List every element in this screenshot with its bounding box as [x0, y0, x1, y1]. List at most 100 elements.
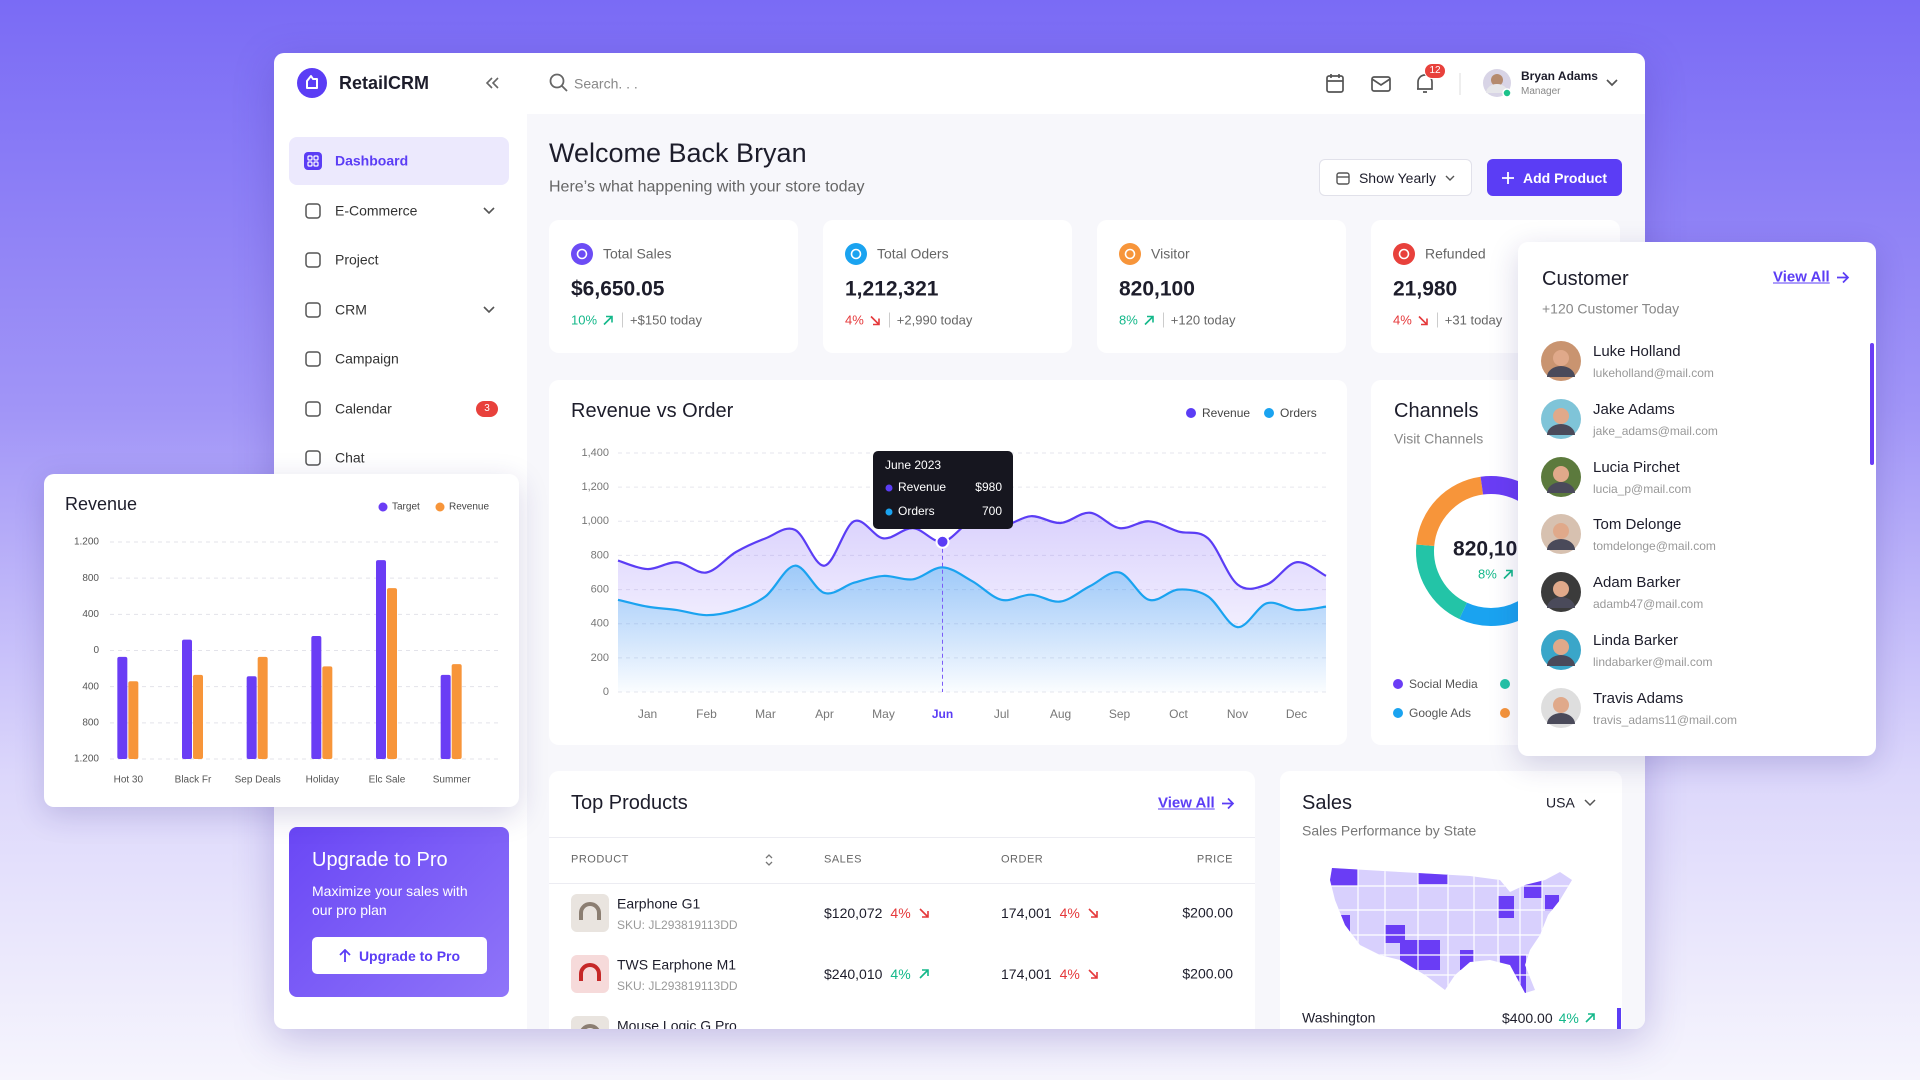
region-chevron[interactable] — [1584, 798, 1596, 808]
y-tick-label: 400 — [82, 681, 99, 692]
notification-badge: 12 — [1424, 63, 1446, 79]
products-view-all[interactable]: View All — [1158, 795, 1235, 812]
legend-dot — [435, 502, 445, 512]
arrow-right — [1221, 797, 1234, 809]
user-chevron[interactable] — [1605, 78, 1619, 88]
topbar-icons — [1326, 73, 1461, 95]
tooltip-value: $980 — [975, 480, 1002, 494]
avatar-body — [1547, 481, 1575, 493]
column-header: ORDER — [1001, 853, 1044, 866]
bar-chart: Revenue 1.200 800 400 0 400 800 1.200 Hot 30 Bla… — [65, 494, 498, 786]
customer-name[interactable]: Linda Barker — [1593, 632, 1679, 649]
nav-item[interactable]: Calendar — [335, 400, 392, 417]
stat-today: +2,990 today — [888, 312, 972, 328]
avatar-face — [1553, 639, 1569, 655]
trend-arrow — [603, 315, 613, 325]
stat-change: 8% +120 today — [1119, 312, 1236, 328]
customer-email: lucia_p@mail.com — [1593, 481, 1692, 496]
sales-value: $120,072 — [824, 905, 883, 921]
y-tick-label: 1.200 — [74, 537, 99, 548]
stat-card — [823, 220, 1072, 353]
plus-icon — [1502, 171, 1514, 184]
arrow — [603, 315, 613, 325]
trend-arrow — [870, 315, 880, 325]
stat-icon — [571, 243, 593, 265]
sales-cell: $120,072 4% — [824, 905, 929, 921]
x-tick-label: Apr — [815, 707, 834, 721]
y-tick-label: 1,000 — [581, 515, 609, 527]
donut-segment — [1416, 544, 1468, 619]
thumb-icon — [580, 1024, 600, 1029]
sales-title: Sales — [1302, 792, 1353, 814]
icon-glyph — [850, 248, 862, 260]
upgrade-button[interactable]: Upgrade to Pro — [312, 937, 487, 974]
add-product-button[interactable]: Add Product — [1487, 159, 1622, 196]
y-tick-label: 800 — [591, 549, 609, 561]
arrow — [1585, 1013, 1595, 1023]
nav-item[interactable]: Dashboard — [335, 152, 409, 169]
customer-name[interactable]: Jake Adams — [1593, 400, 1675, 418]
arrow — [1088, 908, 1098, 918]
trend-arrow — [1418, 315, 1428, 325]
customer-name[interactable]: Tom Delonge — [1593, 516, 1682, 534]
trend-arrow — [1088, 969, 1098, 979]
state-value: $400.00 4% — [1502, 1010, 1595, 1026]
arrow-right — [1836, 271, 1849, 283]
nav-active-bg — [289, 137, 509, 185]
icon-bg — [571, 243, 593, 265]
y-tick-label: 800 — [82, 573, 99, 584]
arrow — [1144, 315, 1154, 325]
upgrade-button-label: Upgrade to Pro — [358, 947, 461, 964]
change: 4% — [890, 966, 911, 982]
sort-icon[interactable] — [764, 853, 774, 867]
x-tick-label: Aug — [1050, 707, 1071, 721]
period-label: Show Yearly — [1358, 169, 1437, 186]
arrow — [919, 969, 929, 979]
sales-region[interactable]: USA — [1546, 794, 1575, 811]
bar — [128, 681, 139, 759]
nav-item[interactable]: Chat — [335, 449, 365, 466]
legend-label: Google Ads — [1409, 706, 1472, 720]
channels-total: 820,100 — [1453, 537, 1529, 561]
customer-name[interactable]: Travis Adams — [1593, 689, 1684, 707]
upgrade-title: Upgrade to Pro — [312, 849, 448, 871]
order-value: 174,001 — [1001, 966, 1052, 982]
x-tick-label: Feb — [696, 707, 717, 721]
customer-email: lukeholland@mail.com — [1593, 365, 1714, 380]
bar — [451, 664, 462, 759]
customer-view-all[interactable]: View All — [1773, 269, 1850, 286]
tooltip-value: 700 — [982, 504, 1002, 518]
change: 8% — [1478, 566, 1497, 582]
tooltip-name: Revenue — [898, 480, 946, 494]
period-button[interactable]: Show Yearly — [1319, 159, 1472, 196]
icon-outline — [305, 450, 321, 466]
nav-item[interactable]: E-Commerce — [335, 202, 418, 219]
stat-change: 10% +$150 today — [571, 312, 702, 328]
nav-badge: 3 — [476, 400, 498, 417]
customer-name[interactable]: Luke Holland — [1593, 343, 1681, 360]
product-thumb — [571, 955, 609, 993]
page-subtitle: Here’s what happening with your store to… — [549, 178, 865, 196]
x-tick-label: Jan — [638, 707, 657, 721]
nav-item[interactable]: CRM — [335, 301, 367, 318]
scrollbar[interactable] — [1870, 343, 1874, 465]
customer-name[interactable]: Lucia Pirchet — [1593, 458, 1680, 476]
product-name: Earphone G1 — [617, 895, 701, 912]
avatar-body — [1547, 712, 1575, 724]
nav-item[interactable]: Project — [335, 251, 379, 268]
icon-bg — [845, 243, 867, 265]
nav-item[interactable]: Campaign — [335, 350, 399, 367]
stat-value: $6,650.05 — [571, 277, 665, 301]
customer-name[interactable]: Adam Barker — [1593, 574, 1681, 592]
user-avatar[interactable] — [1482, 68, 1514, 100]
legend: Revenue Orders — [1186, 406, 1317, 420]
search-input[interactable]: Search. . . — [574, 75, 638, 92]
stat-today: +120 today — [1162, 312, 1236, 328]
user-name: Bryan Adams — [1521, 68, 1598, 83]
customer-avatar — [1541, 572, 1581, 613]
collapse-icon[interactable] — [484, 76, 500, 90]
icon-cell — [307, 161, 313, 167]
y-tick-label: 400 — [591, 618, 609, 630]
y-tick-label: 1.200 — [74, 754, 99, 765]
thumb-bg — [571, 955, 609, 993]
